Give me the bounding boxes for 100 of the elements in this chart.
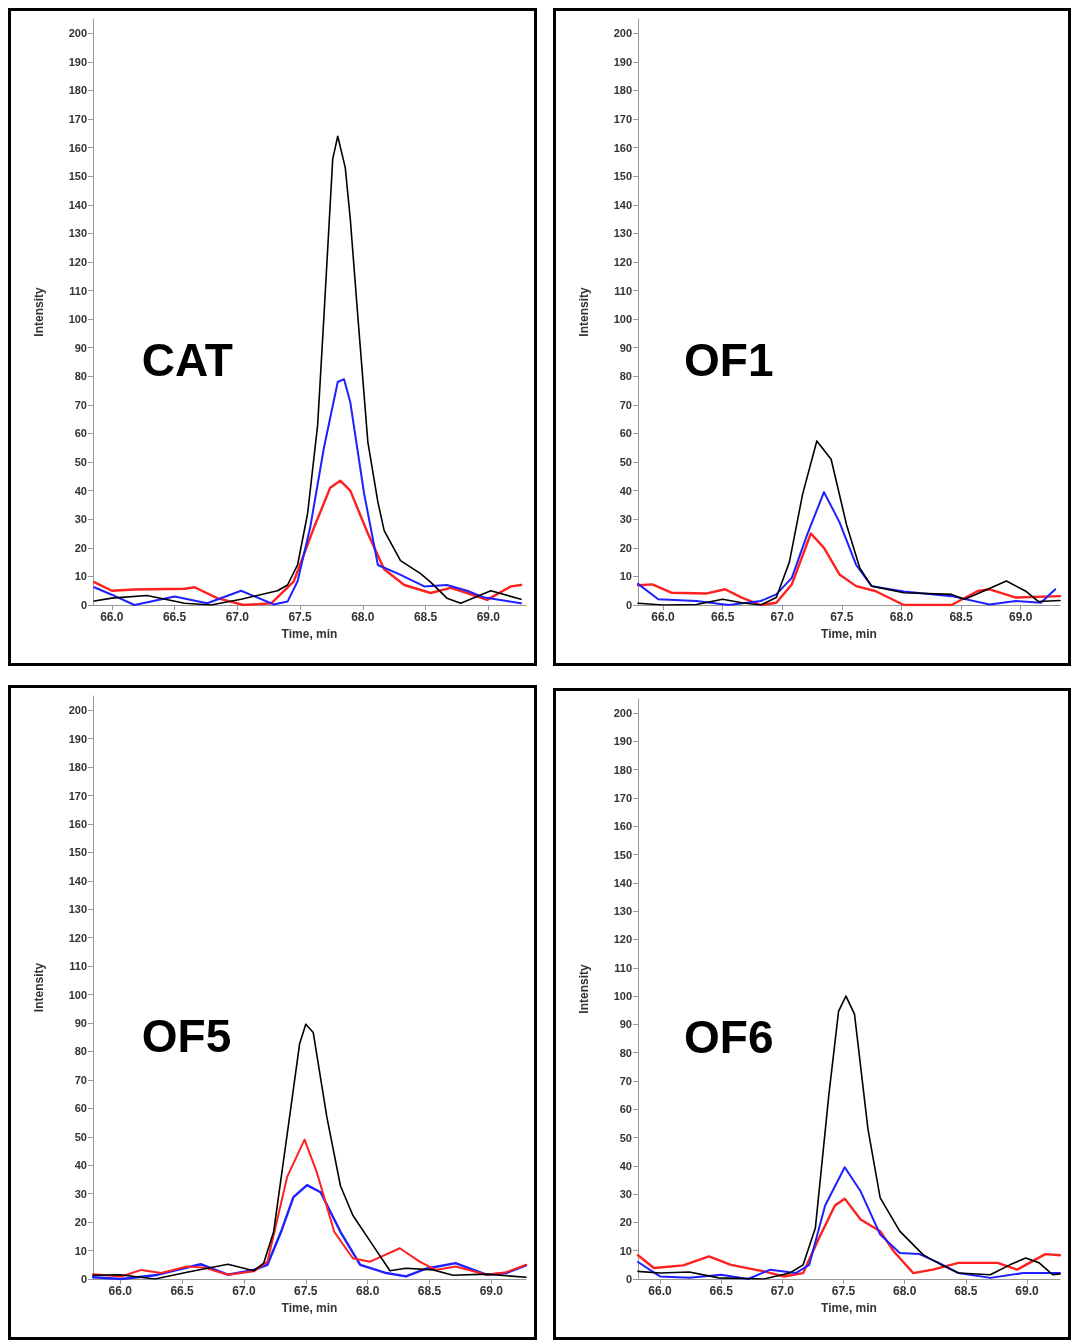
y-tick-label: 150	[68, 170, 87, 183]
annotation: OF6	[684, 1011, 774, 1063]
y-tick-label: 10	[619, 1244, 632, 1257]
y-tick-label: 110	[614, 284, 632, 297]
y-tick-label: 90	[74, 1017, 87, 1030]
y-tick-label: 190	[613, 735, 632, 748]
y-tick-label: 50	[619, 456, 632, 469]
x-tick-label: 66.0	[651, 610, 676, 624]
y-tick-label: 160	[613, 820, 632, 833]
x-tick-label: 67.0	[770, 1284, 795, 1298]
y-tick-label: 180	[613, 84, 632, 97]
x-tick-label: 69.0	[479, 1284, 504, 1298]
x-tick-label: 69.0	[1015, 1284, 1039, 1298]
y-tick-label: 20	[619, 1216, 632, 1229]
y-tick-label: 160	[68, 817, 87, 830]
y-tick-label: 200	[68, 27, 87, 40]
y-tick-label: 190	[68, 732, 87, 745]
y-tick-label: 70	[74, 1073, 87, 1086]
x-tick-label: 68.5	[954, 1284, 978, 1298]
y-tick-label: 50	[619, 1131, 632, 1144]
x-tick-label: 67.0	[225, 610, 250, 624]
y-tick-label: 120	[613, 933, 632, 946]
y-tick-label: 40	[74, 484, 87, 497]
y-tick-label: 40	[619, 1159, 632, 1172]
x-tick-label: 68.5	[413, 610, 438, 624]
x-tick-label: 66.5	[710, 610, 735, 624]
line-series	[93, 479, 523, 607]
annotation: OF5	[141, 1009, 232, 1062]
x-tick-label: 67.5	[831, 1284, 856, 1298]
x-tick-label: 69.0	[1008, 610, 1033, 624]
y-tick-label: 30	[74, 1187, 87, 1200]
y-tick-label: 80	[74, 370, 87, 383]
y-tick-label: 170	[613, 792, 632, 805]
y-tick-label: 60	[74, 1102, 87, 1115]
y-tick-label: 150	[613, 170, 632, 183]
x-tick-label: 66.0	[648, 1284, 673, 1298]
y-tick-label: 130	[68, 903, 87, 916]
y-tick-label: 10	[619, 570, 632, 583]
y-tick-label: 150	[613, 848, 632, 861]
y-tick-label: 100	[613, 990, 632, 1003]
y-tick-label: 0	[80, 1273, 87, 1285]
y-tick-label: 120	[613, 255, 632, 268]
x-tick-label: 67.5	[830, 610, 854, 624]
y-tick-label: 60	[619, 427, 632, 440]
x-tick-label: 67.5	[294, 1284, 318, 1298]
y-tick-label: 110	[69, 960, 87, 973]
y-axis-title: Intensity	[577, 964, 591, 1014]
x-tick-label: 68.0	[889, 610, 914, 624]
x-tick-label: 66.0	[100, 610, 124, 624]
y-tick-label: 60	[619, 1103, 632, 1116]
y-tick-label: 80	[619, 1046, 632, 1059]
y-tick-label: 40	[74, 1159, 87, 1172]
y-tick-label: 200	[68, 704, 87, 717]
y-tick-label: 70	[619, 1074, 632, 1087]
y-tick-label: 30	[74, 513, 87, 526]
y-tick-label: 90	[619, 341, 632, 354]
y-tick-label: 150	[68, 846, 87, 859]
x-tick-label: 66.5	[709, 1284, 734, 1298]
y-tick-label: 100	[68, 313, 87, 326]
y-tick-label: 70	[74, 398, 87, 411]
y-tick-label: 50	[74, 1130, 87, 1143]
y-tick-label: 120	[68, 931, 87, 944]
y-tick-label: 70	[619, 398, 632, 411]
x-axis-title: Time, min	[821, 1300, 877, 1315]
line-series	[93, 135, 522, 606]
x-tick-label: 68.5	[417, 1284, 442, 1298]
y-axis-title: Intensity	[32, 287, 46, 337]
y-tick-label: 0	[80, 599, 87, 611]
x-tick-label: 69.0	[476, 610, 501, 624]
y-tick-label: 140	[613, 198, 632, 211]
x-axis-title: Time, min	[281, 1300, 338, 1315]
x-tick-label: 68.0	[351, 610, 375, 624]
x-axis-title: Time, min	[821, 626, 877, 641]
y-tick-label: 100	[68, 988, 87, 1001]
x-tick-label: 66.0	[108, 1284, 133, 1298]
y-tick-label: 140	[68, 198, 87, 211]
y-tick-label: 170	[68, 789, 87, 802]
y-tick-label: 90	[619, 1018, 632, 1031]
y-tick-label: 120	[68, 255, 87, 268]
y-tick-label: 130	[613, 905, 632, 918]
y-tick-label: 180	[68, 761, 87, 774]
y-tick-label: 100	[613, 313, 632, 326]
y-tick-label: 200	[613, 27, 632, 40]
y-tick-label: 20	[74, 1216, 87, 1229]
y-tick-label: 180	[68, 84, 87, 97]
x-tick-label: 68.0	[355, 1284, 380, 1298]
y-tick-label: 60	[74, 427, 87, 440]
y-tick-label: 160	[68, 141, 87, 154]
y-tick-label: 200	[613, 707, 632, 720]
y-tick-label: 130	[68, 227, 87, 240]
y-axis-title: Intensity	[577, 287, 591, 337]
y-tick-label: 30	[619, 513, 632, 526]
x-tick-label: 66.5	[162, 610, 187, 624]
y-tick-label: 0	[625, 599, 632, 611]
y-tick-label: 140	[613, 876, 632, 889]
y-tick-label: 130	[613, 227, 632, 240]
x-axis-title: Time, min	[281, 626, 338, 641]
annotation: OF1	[684, 334, 774, 386]
y-tick-label: 170	[613, 113, 632, 126]
y-tick-label: 140	[68, 874, 87, 887]
